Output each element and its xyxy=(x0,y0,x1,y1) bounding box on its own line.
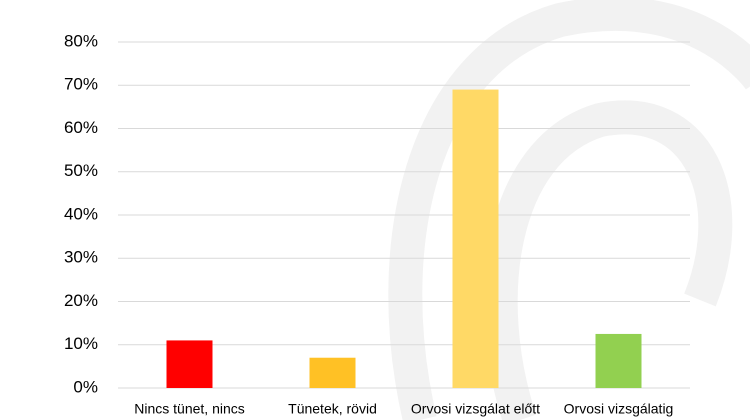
y-tick-label: 30% xyxy=(64,248,98,267)
y-tick-label: 40% xyxy=(64,204,98,223)
y-tick-label: 70% xyxy=(64,75,98,94)
x-tick-label: Tünetek, rövid xyxy=(288,401,377,417)
y-tick-label: 0% xyxy=(73,377,98,396)
x-tick-label: Orvosi vizsgálat előtt xyxy=(411,401,540,417)
y-tick-label: 60% xyxy=(64,118,98,137)
y-tick-label: 80% xyxy=(64,31,98,50)
bar xyxy=(452,89,499,388)
bar xyxy=(309,357,356,388)
y-tick-label: 10% xyxy=(64,334,98,353)
bar xyxy=(166,340,213,388)
x-tick-label: Nincs tünet, nincs xyxy=(134,401,245,417)
y-tick-label: 20% xyxy=(64,291,98,310)
watermark xyxy=(388,0,750,420)
bar xyxy=(595,333,642,388)
x-tick-label: Orvosi vizsgálatig xyxy=(564,401,674,417)
y-tick-label: 50% xyxy=(64,161,98,180)
